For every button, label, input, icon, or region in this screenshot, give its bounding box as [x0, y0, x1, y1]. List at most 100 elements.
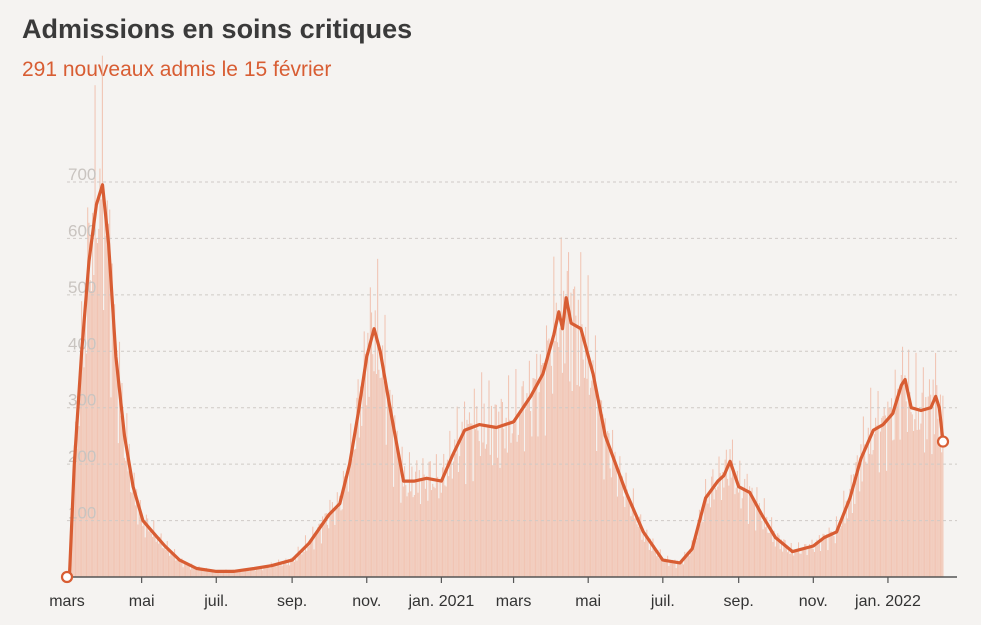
daily-bar [373, 371, 375, 577]
daily-bar [816, 539, 818, 577]
daily-bar [939, 394, 941, 577]
daily-bar [649, 538, 652, 577]
daily-bar [902, 346, 904, 577]
daily-bar [744, 478, 746, 577]
daily-bar [465, 484, 467, 577]
daily-bar [702, 522, 704, 577]
daily-bar [93, 275, 95, 577]
daily-bar [466, 419, 468, 577]
daily-bar [334, 524, 336, 577]
daily-bar [164, 545, 166, 577]
daily-bar [564, 363, 566, 577]
daily-bar [404, 466, 406, 577]
daily-bar [696, 537, 698, 577]
daily-bar [262, 570, 264, 577]
daily-bar [798, 542, 800, 577]
daily-bar [493, 427, 495, 577]
daily-bar [576, 385, 578, 577]
daily-bar [170, 553, 172, 577]
daily-bar [620, 481, 622, 577]
daily-bar [856, 455, 858, 577]
daily-bar [245, 569, 247, 577]
daily-bar [490, 405, 492, 577]
daily-bar [903, 384, 905, 577]
daily-bar [263, 565, 265, 577]
daily-bar [875, 417, 877, 577]
daily-bar [187, 563, 189, 577]
daily-bar [647, 536, 649, 577]
daily-bar [350, 423, 352, 577]
daily-bar [234, 572, 236, 577]
daily-bar [716, 489, 718, 577]
daily-bar [199, 569, 201, 577]
daily-bar [835, 516, 837, 577]
daily-bar [503, 428, 505, 577]
daily-bar [772, 541, 774, 577]
daily-bar [749, 486, 751, 577]
x-tick-label: mai [575, 593, 601, 610]
daily-bar [736, 470, 738, 577]
daily-bar [680, 560, 682, 577]
daily-bar [111, 263, 113, 577]
daily-bar [125, 460, 127, 577]
daily-bar [488, 380, 490, 577]
daily-bar [467, 423, 469, 577]
daily-bar [659, 549, 661, 577]
daily-bar [85, 353, 87, 577]
daily-bar [137, 524, 139, 577]
daily-bar [720, 500, 722, 577]
daily-bar [172, 554, 174, 577]
daily-bar [782, 551, 784, 577]
daily-bar [526, 393, 528, 577]
daily-bar [845, 500, 847, 577]
daily-bar [462, 429, 464, 577]
daily-bar [625, 472, 627, 577]
daily-bar [349, 466, 351, 577]
daily-bar [766, 516, 768, 577]
daily-bar [368, 396, 370, 577]
daily-bar [126, 413, 128, 577]
daily-bar [757, 508, 759, 577]
daily-bar [906, 431, 908, 577]
daily-bar [887, 401, 889, 577]
daily-bar [735, 487, 737, 577]
daily-bar [610, 477, 612, 577]
daily-bar [846, 518, 848, 577]
daily-bar [638, 516, 641, 577]
daily-bar [439, 478, 441, 577]
daily-bar [848, 503, 850, 577]
daily-bar [333, 511, 335, 577]
daily-bar [251, 568, 253, 577]
daily-bar [711, 476, 713, 577]
daily-bar [298, 552, 300, 577]
daily-bar [521, 386, 523, 577]
daily-bar [302, 547, 304, 577]
daily-bar [658, 558, 660, 577]
daily-bar [820, 551, 822, 577]
daily-bar [700, 524, 702, 577]
daily-bar [662, 562, 664, 577]
daily-bar [323, 523, 325, 577]
daily-bar [324, 513, 326, 577]
daily-bar [805, 544, 807, 577]
daily-bar [569, 381, 571, 577]
daily-bar [423, 474, 425, 577]
daily-bar [341, 509, 343, 577]
daily-bar [260, 567, 262, 577]
daily-bar [405, 485, 407, 577]
daily-bar [860, 444, 862, 577]
daily-bar [177, 558, 179, 577]
daily-bar [583, 377, 585, 577]
daily-bar [443, 453, 445, 577]
daily-bar [76, 448, 78, 577]
daily-bar [88, 222, 90, 578]
daily-bar [74, 421, 76, 577]
daily-bar [842, 519, 844, 577]
y-tick-label: 500 [68, 278, 96, 297]
daily-bar [275, 566, 277, 577]
daily-bar [278, 559, 280, 577]
daily-bar [634, 518, 636, 577]
daily-bar [331, 502, 333, 577]
daily-bar [158, 543, 160, 577]
daily-bar [281, 565, 283, 577]
